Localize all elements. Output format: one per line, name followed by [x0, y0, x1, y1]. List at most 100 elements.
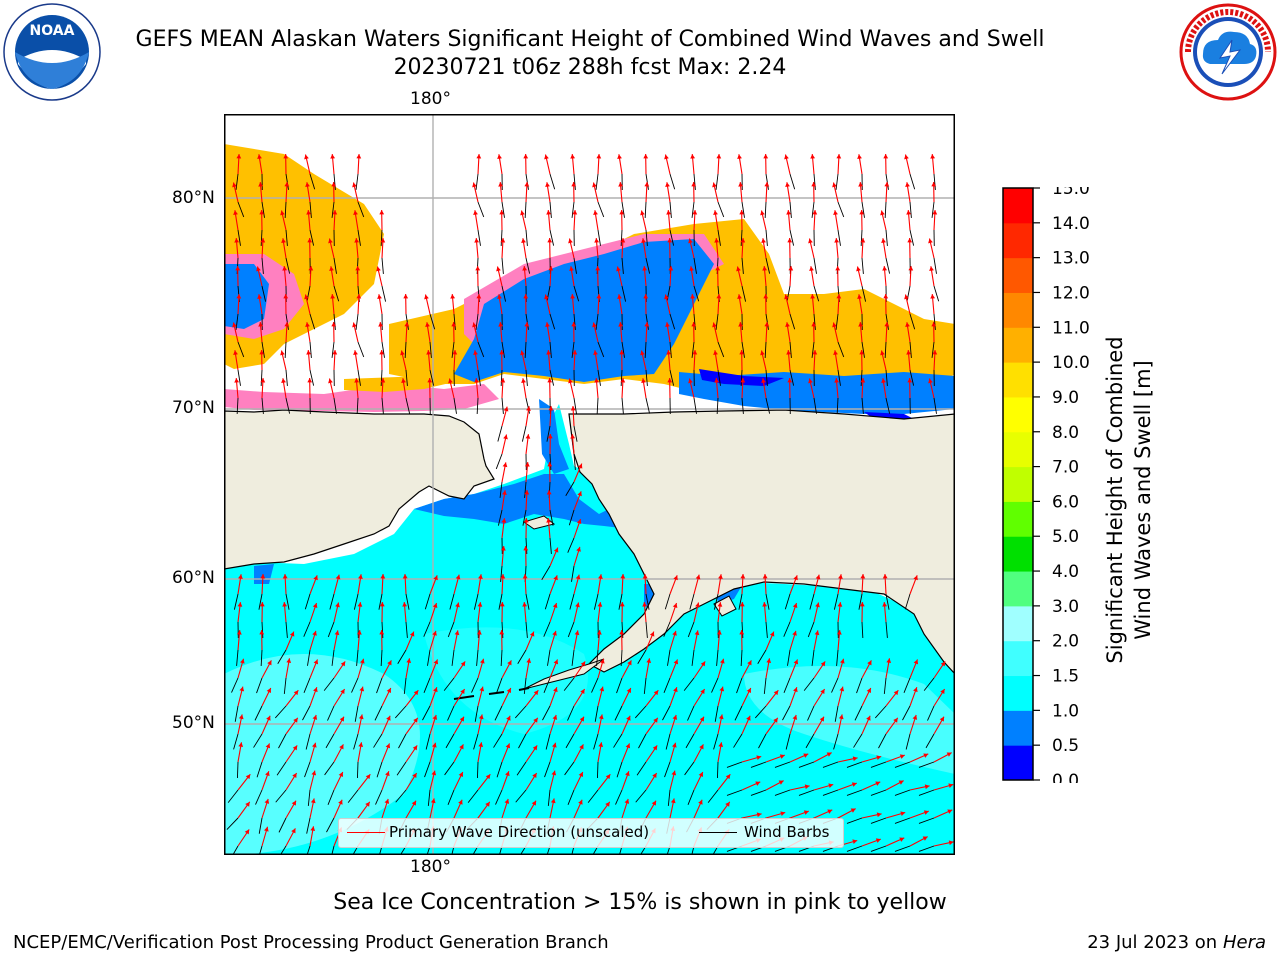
- wind-barb: [765, 397, 771, 414]
- wind-barb: [549, 341, 552, 358]
- wind-barb: [451, 649, 455, 666]
- wave-direction-arrowhead: [571, 322, 577, 327]
- wave-direction-arrowhead: [880, 350, 885, 356]
- wave-direction-arrowhead: [313, 575, 318, 581]
- wave-direction-arrowhead: [553, 547, 559, 553]
- wind-barb: [637, 649, 647, 664]
- wind-barb: [918, 761, 935, 768]
- wave-direction-arrowhead: [237, 602, 243, 607]
- wind-barb: [807, 621, 815, 638]
- wave-direction-arrowhead: [330, 154, 336, 159]
- wind-barb: [354, 705, 359, 722]
- wave-direction-arrowhead: [860, 238, 866, 243]
- wind-barb: [497, 425, 503, 442]
- wind-barb: [885, 257, 891, 274]
- wind-barb: [878, 733, 887, 749]
- wind-barb: [304, 593, 311, 610]
- wind-barb: [726, 761, 743, 768]
- colorbar-title: Significant Height of Combined Wind Wave…: [1103, 336, 1155, 663]
- wave-direction-arrowhead: [286, 658, 292, 664]
- wave-direction-arrowhead: [476, 630, 482, 635]
- lat-label-50: 50°N: [172, 713, 215, 733]
- wind-barb: [902, 705, 911, 721]
- wave-direction-arrowhead: [400, 350, 405, 356]
- wave-direction-arrowhead: [718, 574, 723, 579]
- wind-barb: [616, 761, 623, 778]
- wind-barb: [543, 677, 551, 694]
- wind-barb: [666, 285, 671, 302]
- wave-direction-arrowhead: [232, 182, 237, 188]
- wind-barb: [884, 201, 887, 219]
- wind-barb: [277, 649, 287, 664]
- wind-barb: [885, 397, 891, 414]
- wave-direction-arrowhead: [498, 322, 504, 327]
- wave-direction-arrowhead: [233, 210, 238, 215]
- colorbar-tick-label: 1.5: [1052, 667, 1079, 687]
- wind-barb: [783, 677, 791, 694]
- wind-barb: [543, 621, 551, 637]
- wind-barb: [669, 173, 676, 190]
- wind-barb: [501, 201, 505, 218]
- wave-direction-arrowhead: [599, 658, 605, 664]
- wind-barb: [381, 257, 384, 274]
- wave-direction-arrowhead: [740, 574, 746, 579]
- wind-barb: [764, 201, 767, 219]
- wind-barb: [498, 593, 503, 610]
- wind-barb: [835, 313, 839, 330]
- wave-direction-arrowhead: [503, 406, 509, 412]
- wave-direction-arrowhead: [884, 322, 890, 327]
- wind-barb: [593, 593, 599, 610]
- wind-barb: [357, 341, 365, 358]
- wind-barb: [665, 733, 671, 750]
- wave-direction-arrowhead: [792, 603, 798, 609]
- wave-direction-arrowhead: [839, 658, 845, 664]
- wind-barb: [909, 173, 916, 190]
- swell-patch: [424, 627, 588, 734]
- wave-direction-arrowhead: [526, 658, 532, 664]
- wind-barb: [522, 509, 527, 526]
- wave-direction-arrowhead: [626, 715, 631, 721]
- wave-direction-arrowhead: [713, 210, 718, 215]
- wave-direction-arrowhead: [257, 294, 262, 299]
- wind-barb: [276, 761, 287, 776]
- wave-direction-arrowhead: [338, 799, 343, 805]
- wind-barb: [427, 789, 431, 806]
- wind-barb: [822, 789, 839, 796]
- wind-barb: [620, 649, 623, 667]
- wave-direction-arrowhead: [504, 798, 510, 804]
- wave-direction-arrowhead: [763, 154, 769, 159]
- plot-subtitle: 20230721 t06z 288h fcst Max: 2.24: [393, 55, 787, 80]
- wind-barb: [836, 397, 839, 415]
- wave-direction-arrowhead: [762, 574, 768, 579]
- wave-direction-arrowhead: [580, 689, 585, 695]
- wave-direction-arrowhead: [259, 602, 265, 607]
- wave-direction-arrowhead: [570, 294, 576, 299]
- wind-barb: [858, 593, 863, 610]
- wind-barb: [758, 733, 767, 749]
- wave-direction-arrowhead: [924, 784, 930, 790]
- wind-barb: [397, 649, 407, 664]
- wave-direction-arrowhead: [340, 661, 346, 667]
- wind-barb: [763, 677, 767, 694]
- wave-direction-arrowhead: [548, 266, 554, 271]
- wind-barb: [596, 397, 599, 415]
- wind-barb: [429, 341, 432, 358]
- wind-barb: [523, 677, 527, 694]
- wave-direction-arrowhead: [524, 182, 530, 187]
- wind-barb: [684, 761, 695, 776]
- wind-barb: [664, 593, 671, 610]
- wave-direction-arrowhead: [737, 154, 742, 159]
- wind-barb: [885, 593, 890, 610]
- wave-direction-arrowhead: [505, 771, 510, 777]
- wind-barb: [811, 341, 815, 358]
- wave-direction-arrowhead: [833, 210, 838, 215]
- colorbar-tick-label: 0.0: [1052, 771, 1079, 783]
- wind-barb: [931, 341, 935, 358]
- wave-direction-arrowhead: [334, 630, 340, 636]
- wave-direction-arrowhead: [544, 154, 549, 160]
- wind-barb: [667, 789, 671, 806]
- wave-direction-arrowhead: [506, 715, 511, 721]
- wind-barb: [693, 397, 697, 414]
- wind-barb: [525, 313, 529, 330]
- wind-barb: [573, 453, 576, 470]
